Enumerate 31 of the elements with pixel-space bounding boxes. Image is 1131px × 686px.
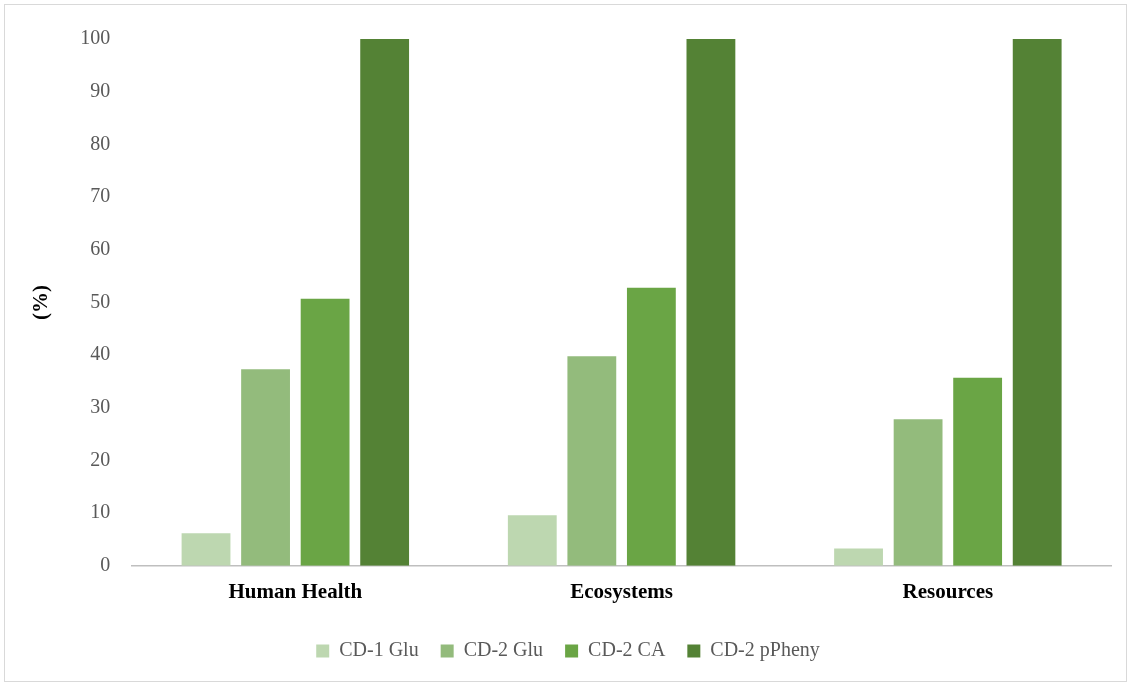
y-tick-label: 60 — [90, 236, 111, 259]
legend-label: CD-1 Glu — [339, 638, 419, 661]
x-tick-label: Human Health — [228, 578, 363, 603]
y-tick-label: 100 — [80, 26, 111, 49]
bar — [181, 533, 231, 566]
bar — [893, 419, 943, 566]
bar — [626, 287, 676, 566]
y-tick-label: 70 — [90, 184, 111, 207]
bar — [360, 39, 410, 566]
y-tick-label: 50 — [90, 289, 111, 312]
y-tick-label: 20 — [90, 447, 111, 470]
bar — [300, 298, 350, 566]
y-tick-label: 30 — [90, 395, 111, 418]
y-tick-label: 80 — [90, 131, 111, 154]
bar — [1012, 39, 1062, 566]
legend-label: CD-2 Glu — [463, 638, 544, 661]
y-tick-label: 0 — [100, 553, 111, 576]
y-tick-label: 10 — [90, 500, 111, 523]
x-tick-label: Resources — [902, 578, 994, 603]
bar — [507, 515, 557, 566]
bar — [834, 548, 883, 566]
y-axis-title: (%) — [28, 284, 53, 320]
y-tick-label: 90 — [90, 78, 111, 101]
bar — [567, 356, 617, 566]
x-tick-label: Ecosystems — [570, 578, 673, 603]
legend-label: CD-2 pPheny — [710, 638, 820, 662]
bar — [953, 377, 1003, 566]
legend-label: CD-2 CA — [588, 638, 666, 661]
bar — [241, 369, 290, 566]
y-tick-label: 40 — [90, 342, 111, 365]
bar — [686, 39, 736, 566]
